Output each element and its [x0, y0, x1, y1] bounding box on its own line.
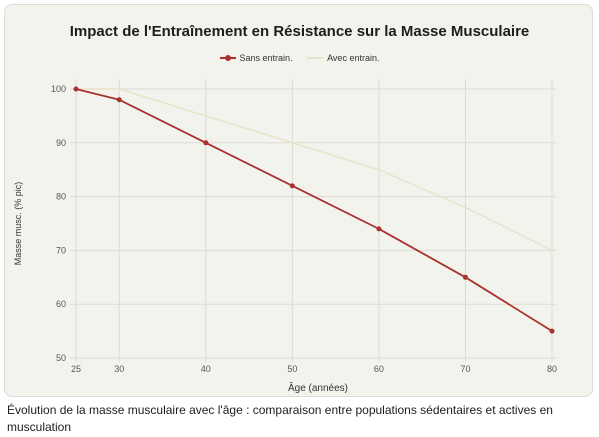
- x-tick-label-70: 70: [460, 364, 470, 374]
- y-tick-label-60: 60: [56, 299, 66, 309]
- series-line-sans: [75, 88, 553, 332]
- y-tick-label-100: 100: [51, 84, 66, 94]
- figure-caption: Évolution de la masse musculaire avec l'…: [7, 403, 553, 434]
- legend-swatch-sans: [219, 53, 236, 63]
- legend-label-sans: Sans entrain.: [239, 53, 293, 63]
- data-point-sans-50: [289, 183, 295, 189]
- y-tick-label-50: 50: [56, 353, 66, 363]
- y-axis-label: Masse musc. (% pic): [13, 182, 23, 266]
- x-tick-label-50: 50: [287, 364, 297, 374]
- chart-card: Impact de l'Entraînement en Résistance s…: [4, 4, 593, 397]
- y-tick-label-80: 80: [56, 192, 66, 202]
- chart-legend: Sans entrain. Avec entrain.: [5, 53, 594, 65]
- data-point-sans-80: [549, 328, 555, 334]
- line-chart: 50 60 70 80 90 100 25 30 40 50 60 70 80 Âge (années) M…: [13, 79, 557, 394]
- data-point-sans-30: [116, 97, 122, 103]
- x-tick-label-80: 80: [547, 364, 557, 374]
- data-point-sans-70: [462, 274, 468, 280]
- data-point-sans-60: [376, 226, 382, 232]
- data-point-sans-40: [203, 140, 209, 146]
- chart-title: Impact de l'Entraînement en Résistance s…: [69, 23, 530, 40]
- legend-label-avec: Avec entrain.: [327, 53, 380, 63]
- data-point-sans-25: [73, 86, 79, 92]
- series-line-avec: [76, 88, 553, 252]
- y-tick-label-90: 90: [56, 138, 66, 148]
- x-tick-label-25: 25: [71, 364, 81, 374]
- x-tick-label-30: 30: [114, 364, 124, 374]
- x-tick-label-60: 60: [374, 364, 384, 374]
- x-axis-label: Âge (années): [288, 381, 348, 394]
- x-tick-label-40: 40: [201, 364, 211, 374]
- legend-swatch-avec: [307, 53, 324, 63]
- legend-item-avec[interactable]: Avec entrain.: [307, 53, 379, 63]
- y-tick-label-70: 70: [56, 245, 66, 255]
- legend-item-sans[interactable]: Sans entrain.: [219, 53, 293, 63]
